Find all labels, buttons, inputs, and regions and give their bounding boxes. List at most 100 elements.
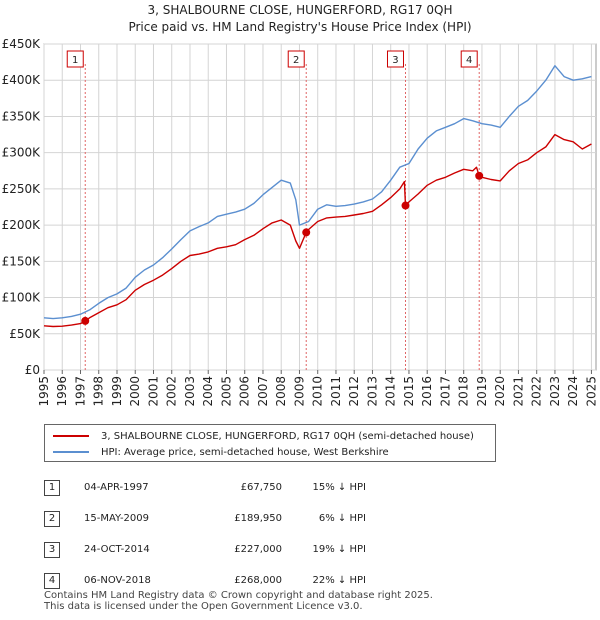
sale-date-cell: 06-NOV-2018 bbox=[84, 565, 194, 596]
x-tick-label: 2022 bbox=[530, 376, 544, 407]
sale-number: 2 bbox=[44, 510, 60, 527]
legend-entry-hpi: HPI: Average price, semi-detached house,… bbox=[53, 444, 389, 460]
y-tick-label: £50K bbox=[9, 327, 41, 341]
sale-number: 3 bbox=[44, 541, 60, 558]
sale-marker-box bbox=[287, 50, 305, 68]
sale-price-cell: £268,000 bbox=[194, 565, 282, 596]
x-tick-label: 2019 bbox=[475, 376, 489, 407]
x-tick-label: 2015 bbox=[402, 376, 416, 407]
x-tick-label: 2014 bbox=[384, 376, 398, 407]
x-tick-label: 1999 bbox=[110, 376, 124, 407]
y-tick-label: £400K bbox=[2, 73, 42, 87]
x-tick-label: 1995 bbox=[37, 376, 51, 407]
sale-price: £227,000 bbox=[234, 544, 282, 555]
sale-number-cell: 2 bbox=[44, 503, 84, 534]
x-tick-label: 2003 bbox=[183, 376, 197, 407]
y-tick-label: £0 bbox=[25, 363, 40, 377]
sales-table-row: 1 04-APR-1997 £67,750 15% ↓ HPI bbox=[44, 472, 366, 503]
legend-swatch-hpi bbox=[53, 451, 89, 453]
footer-licence: This data is licensed under the Open Gov… bbox=[44, 601, 363, 612]
sales-table: 1 04-APR-1997 £67,750 15% ↓ HPI 2 15-MAY-2009… bbox=[44, 472, 366, 596]
sale-hpi-diff-cell: 6% ↓ HPI bbox=[282, 503, 366, 534]
x-tick-label: 2016 bbox=[420, 376, 434, 407]
sale-price: £189,950 bbox=[234, 513, 282, 524]
chart-subtitle: Price paid vs. HM Land Registry's House … bbox=[128, 20, 471, 34]
sale-point bbox=[302, 228, 311, 237]
sale-hpi-diff-cell: 15% ↓ HPI bbox=[282, 472, 366, 503]
sale-price-cell: £67,750 bbox=[194, 472, 282, 503]
sale-hpi-diff-cell: 19% ↓ HPI bbox=[282, 534, 366, 565]
sale-number-cell: 1 bbox=[44, 472, 84, 503]
y-tick-label: £300K bbox=[2, 146, 42, 160]
sale-marker-label: 2 bbox=[293, 55, 299, 66]
x-tick-label: 2011 bbox=[329, 376, 343, 407]
legend-label-property: 3, SHALBOURNE CLOSE, HUNGERFORD, RG17 0Q… bbox=[101, 430, 474, 442]
sale-price: £67,750 bbox=[240, 482, 282, 493]
x-tick-label: 2009 bbox=[292, 376, 306, 407]
price-chart: 3, SHALBOURNE CLOSE, HUNGERFORD, RG17 0Q… bbox=[2, 3, 599, 407]
sale-number-marker: 1 bbox=[66, 50, 84, 68]
sale-marker-box bbox=[66, 50, 84, 68]
sales-table-row: 3 24-OCT-2014 £227,000 19% ↓ HPI bbox=[44, 534, 366, 565]
x-tick-label: 2021 bbox=[511, 376, 525, 407]
x-tick-label: 2024 bbox=[566, 376, 580, 407]
sale-date-cell: 24-OCT-2014 bbox=[84, 534, 194, 565]
sale-number-cell: 4 bbox=[44, 565, 84, 596]
sale-number: 1 bbox=[44, 479, 60, 496]
x-tick-label: 2010 bbox=[311, 376, 325, 407]
y-tick-label: £200K bbox=[2, 218, 42, 232]
sale-date: 06-NOV-2018 bbox=[84, 575, 151, 586]
x-tick-label: 2000 bbox=[128, 376, 142, 407]
x-tick-label: 1998 bbox=[92, 376, 106, 407]
legend-entry-property: 3, SHALBOURNE CLOSE, HUNGERFORD, RG17 0Q… bbox=[53, 428, 474, 444]
sale-number-markers: 1 2 3 4 bbox=[66, 50, 478, 68]
chart-legend: 3, SHALBOURNE CLOSE, HUNGERFORD, RG17 0Q… bbox=[44, 424, 496, 462]
y-tick-label: £150K bbox=[2, 254, 42, 268]
sale-marker-box bbox=[460, 50, 478, 68]
sale-date: 15-MAY-2009 bbox=[84, 513, 150, 524]
grid-lines bbox=[43, 43, 596, 371]
sale-number: 4 bbox=[44, 572, 60, 589]
series-lines bbox=[43, 64, 592, 328]
legend-label-hpi: HPI: Average price, semi-detached house,… bbox=[101, 446, 389, 458]
sale-date: 24-OCT-2014 bbox=[84, 544, 150, 555]
sale-hpi-diff-cell: 22% ↓ HPI bbox=[282, 565, 366, 596]
y-tick-label: £250K bbox=[2, 182, 42, 196]
sale-number-marker: 4 bbox=[460, 50, 478, 68]
sale-date-cell: 15-MAY-2009 bbox=[84, 503, 194, 534]
sale-vertical-lines bbox=[84, 64, 480, 370]
sale-date-cell: 04-APR-1997 bbox=[84, 472, 194, 503]
x-tick-label: 2025 bbox=[584, 376, 598, 407]
sales-table-row: 4 06-NOV-2018 £268,000 22% ↓ HPI bbox=[44, 565, 366, 596]
x-tick-label: 2006 bbox=[238, 376, 252, 407]
x-tick-label: 2007 bbox=[256, 376, 270, 407]
sale-marker-label: 3 bbox=[392, 55, 398, 66]
sale-hpi-diff: 19% ↓ HPI bbox=[312, 544, 366, 555]
sale-number-cell: 3 bbox=[44, 534, 84, 565]
x-tick-label: 2012 bbox=[347, 376, 361, 407]
sale-date: 04-APR-1997 bbox=[84, 482, 149, 493]
x-tick-label: 2018 bbox=[457, 376, 471, 407]
sale-points bbox=[81, 171, 484, 325]
x-tick-label: 2017 bbox=[438, 376, 452, 407]
x-tick-label: 2013 bbox=[365, 376, 379, 407]
y-tick-label: £100K bbox=[2, 291, 42, 305]
sale-hpi-diff: 15% ↓ HPI bbox=[312, 482, 366, 493]
sales-table-row: 2 15-MAY-2009 £189,950 6% ↓ HPI bbox=[44, 503, 366, 534]
y-tick-label: £450K bbox=[2, 37, 42, 51]
x-tick-label: 1997 bbox=[73, 376, 87, 407]
sale-number-marker: 3 bbox=[386, 50, 404, 68]
x-tick-label: 2005 bbox=[219, 376, 233, 407]
x-tick-label: 2004 bbox=[201, 376, 215, 407]
sale-price: £268,000 bbox=[234, 575, 282, 586]
sale-hpi-diff: 6% ↓ HPI bbox=[318, 513, 366, 524]
x-tick-label: 1996 bbox=[55, 376, 69, 407]
chart-title: 3, SHALBOURNE CLOSE, HUNGERFORD, RG17 0Q… bbox=[147, 3, 452, 17]
legend-swatch-property bbox=[53, 435, 89, 437]
y-axis-ticks: £0 £50K £100K £150K £200K £250K £300K £350K £400… bbox=[2, 37, 42, 377]
sale-marker-box bbox=[386, 50, 404, 68]
footer: Contains HM Land Registry data © Crown c… bbox=[44, 590, 433, 612]
sale-number-marker: 2 bbox=[287, 50, 305, 68]
footer-copyright: Contains HM Land Registry data © Crown c… bbox=[44, 590, 433, 601]
sale-price-cell: £189,950 bbox=[194, 503, 282, 534]
